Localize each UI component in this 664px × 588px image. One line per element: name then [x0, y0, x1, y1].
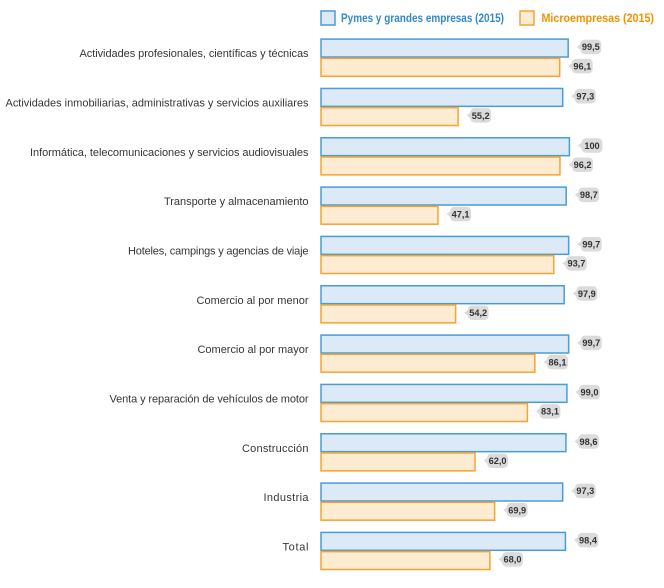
svg-text:Pymes y grandes empresas (2015: Pymes y grandes empresas (2015): [341, 11, 504, 25]
svg-text:Construcción: Construcción: [242, 443, 309, 455]
svg-text:Informática, telecomunicacione: Informática, telecomunicaciones y servic…: [30, 147, 309, 159]
svg-text:96,1: 96,1: [573, 61, 591, 71]
svg-text:99,7: 99,7: [582, 338, 600, 348]
svg-text:99,7: 99,7: [582, 240, 600, 250]
svg-text:Venta y reparación de vehículo: Venta y reparación de vehículos de motor: [110, 394, 309, 406]
svg-text:97,3: 97,3: [576, 92, 594, 102]
svg-text:100: 100: [584, 141, 599, 151]
svg-text:98,6: 98,6: [580, 437, 598, 447]
svg-text:62,0: 62,0: [489, 456, 507, 466]
svg-text:98,4: 98,4: [579, 536, 598, 546]
svg-text:68,0: 68,0: [504, 555, 522, 565]
svg-text:97,9: 97,9: [578, 289, 596, 299]
svg-text:Industria: Industria: [264, 492, 310, 504]
svg-text:Comercio al por menor: Comercio al por menor: [197, 295, 309, 307]
svg-text:69,9: 69,9: [508, 505, 526, 515]
svg-text:55,2: 55,2: [472, 111, 490, 121]
svg-text:Hoteles, campings y agencias d: Hoteles, campings y agencias de viaje: [128, 246, 309, 258]
svg-text:Actividades inmobiliarias, adm: Actividades inmobiliarias, administrativ…: [6, 98, 310, 110]
svg-text:Transporte y almacenamiento: Transporte y almacenamiento: [164, 196, 309, 208]
svg-text:86,1: 86,1: [549, 357, 567, 367]
svg-text:Total: Total: [283, 542, 309, 554]
svg-text:47,1: 47,1: [452, 209, 470, 219]
svg-text:98,7: 98,7: [580, 190, 598, 200]
svg-text:Microempresas (2015): Microempresas (2015): [542, 11, 655, 25]
svg-text:99,0: 99,0: [581, 388, 599, 398]
svg-text:Comercio al por mayor: Comercio al por mayor: [198, 344, 309, 356]
svg-text:Actividades profesionales, cie: Actividades profesionales, científicas y…: [80, 48, 310, 60]
svg-text:99,5: 99,5: [582, 42, 600, 52]
svg-text:83,1: 83,1: [541, 407, 559, 417]
svg-text:96,2: 96,2: [574, 160, 592, 170]
svg-text:97,3: 97,3: [576, 486, 594, 496]
svg-text:93,7: 93,7: [567, 259, 585, 269]
svg-text:54,2: 54,2: [469, 308, 487, 318]
